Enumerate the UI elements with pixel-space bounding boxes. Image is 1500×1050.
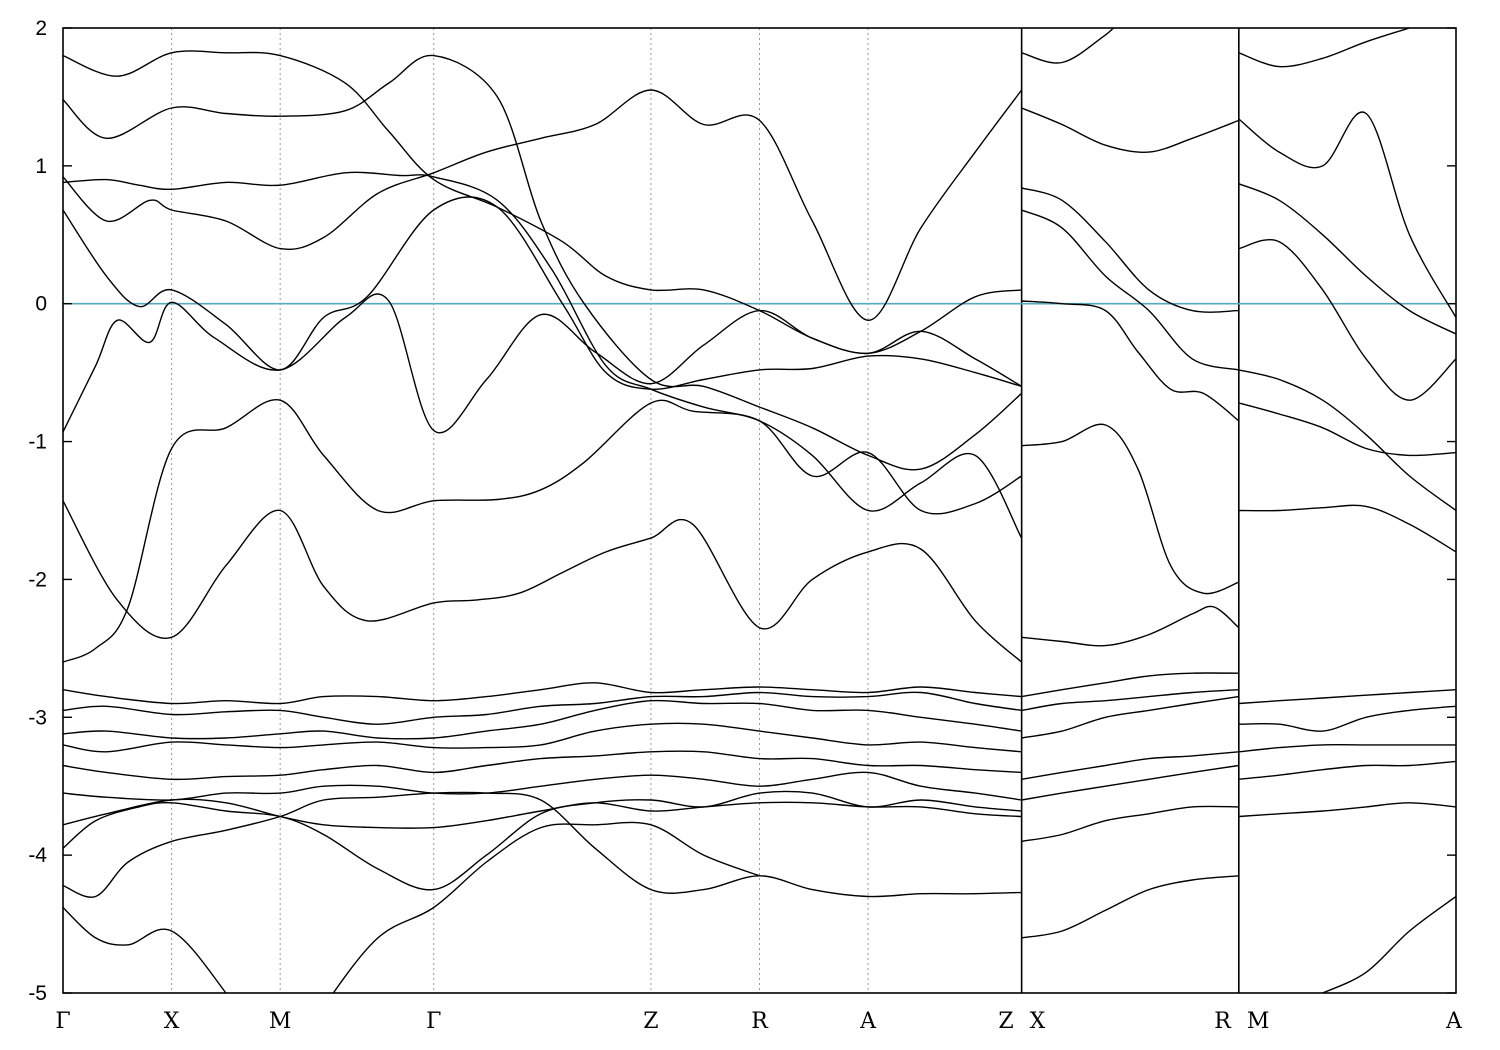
kpoint-label: M [1247, 1009, 1270, 1034]
y-tick-label: -1 [28, 431, 47, 454]
band-line [63, 750, 1022, 781]
band-line [1238, 802, 1456, 818]
y-tick-label: -5 [28, 982, 47, 1005]
band-line [63, 500, 1023, 663]
y-tick-label: -4 [28, 844, 47, 867]
kpoint-label: R [1214, 1009, 1232, 1034]
plot-frame [62, 27, 1457, 994]
band-line [63, 398, 1022, 663]
bands-layer [63, 28, 1456, 993]
band-line [1021, 672, 1239, 698]
kpoint-label: Z [998, 1009, 1013, 1034]
band-line [63, 196, 1022, 390]
band-line [1021, 764, 1239, 801]
band-line [63, 699, 1022, 740]
band-line [63, 54, 1023, 471]
y-tick-label: 0 [35, 293, 47, 316]
band-line [63, 821, 760, 993]
band-line [1238, 689, 1456, 705]
kpoint-label: R [751, 1009, 769, 1034]
band-line [1238, 28, 1412, 68]
kpoint-label: A [859, 1009, 877, 1034]
y-tick-label: -3 [28, 706, 47, 729]
axis-layer: 210-1-2-3-4-5Γ X M Γ Z R A Z X R M A [28, 17, 1463, 1034]
band-line [1238, 760, 1456, 780]
band-line [1238, 504, 1456, 553]
band-line [63, 791, 1022, 898]
band-line [1238, 183, 1456, 335]
y-tick-label: 1 [35, 155, 47, 178]
band-line [63, 171, 1023, 539]
band-line [1238, 238, 1456, 401]
band-line [1021, 875, 1239, 939]
band-line [1021, 805, 1239, 843]
band-line [63, 89, 1023, 322]
band-line [63, 691, 1022, 725]
band-line [1021, 695, 1239, 739]
band-line [1238, 402, 1456, 457]
band-line [63, 682, 1022, 705]
grid-layer [63, 28, 1456, 993]
band-line [1021, 187, 1239, 313]
y-tick-label: 2 [35, 17, 47, 40]
band-line [1238, 705, 1456, 732]
kpoint-label: Z [643, 1009, 658, 1034]
kpoint-label: Γ [55, 1009, 70, 1034]
band-line [1021, 423, 1240, 595]
band-line [63, 771, 1022, 801]
band-line [1021, 28, 1115, 64]
band-line [1021, 689, 1239, 712]
band-line [63, 722, 1022, 753]
band-line [1238, 743, 1456, 753]
band-line [1021, 605, 1240, 647]
band-line [1021, 107, 1240, 154]
band-line [1021, 209, 1239, 371]
kpoint-label: Γ [426, 1009, 441, 1034]
band-line [1021, 300, 1240, 422]
kpoint-label: A [1445, 1009, 1463, 1034]
band-line [63, 50, 1022, 355]
band-line [1322, 895, 1456, 993]
kpoint-label: X [164, 1009, 180, 1034]
kpoint-label: M [269, 1009, 292, 1034]
band-line [1021, 751, 1239, 780]
kpoint-label: X [1030, 1009, 1046, 1034]
band-line [63, 790, 1022, 891]
y-tick-label: -2 [28, 568, 47, 591]
band-line [1238, 111, 1456, 318]
band-line [1238, 369, 1456, 512]
